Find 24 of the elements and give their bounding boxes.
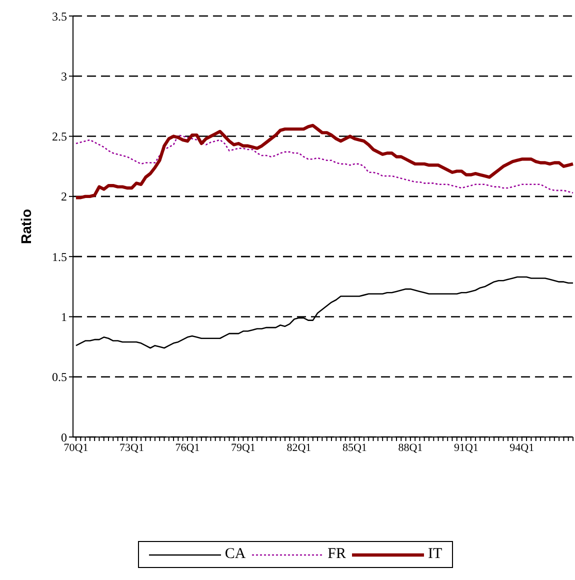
y-tick-label: 3 [61, 69, 67, 84]
x-tick-label: 73Q1 [120, 442, 144, 454]
y-tick-label: 1 [61, 310, 67, 324]
legend-label: CA [224, 546, 246, 563]
y-tick-label: 3.5 [52, 9, 67, 24]
legend-label: IT [428, 546, 442, 563]
y-tick-label: 2 [61, 190, 67, 204]
line-series [74, 124, 575, 200]
x-tick-label: 88Q1 [398, 442, 423, 454]
x-tick-label: 76Q1 [175, 442, 200, 454]
y-tick-label: 2.5 [52, 130, 67, 144]
legend-label: FR [328, 546, 346, 563]
x-tick-label: 91Q1 [454, 442, 478, 454]
line-series [75, 276, 574, 349]
y-axis-title: Ratio [18, 209, 34, 244]
x-tick-label: 85Q1 [342, 442, 367, 454]
y-tick-label: 1.5 [52, 250, 67, 264]
x-tick-label: 70Q1 [64, 442, 88, 454]
y-tick-label: 0.5 [52, 370, 67, 384]
line-series [75, 134, 574, 194]
x-tick-label: 79Q1 [230, 442, 256, 454]
x-tick-label: 94Q1 [510, 442, 534, 454]
y-tick-label: 0 [61, 430, 67, 444]
x-tick-label: 82Q1 [286, 442, 312, 454]
